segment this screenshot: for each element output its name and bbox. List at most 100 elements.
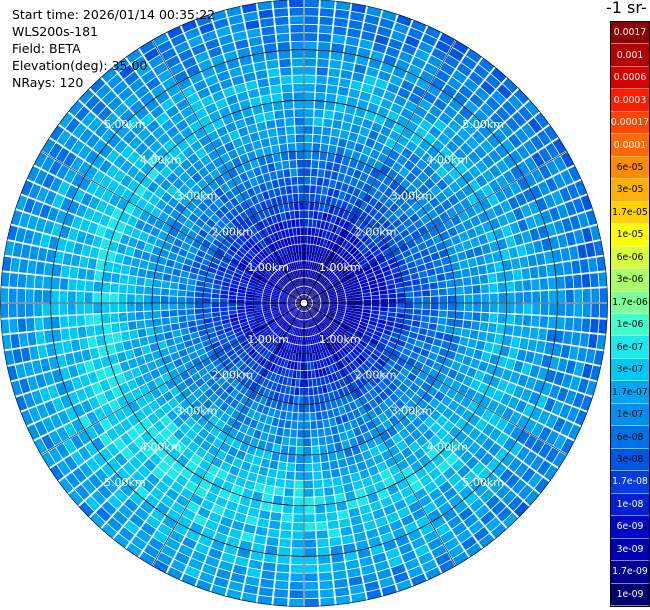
- ppi-cell: [259, 396, 268, 405]
- ppi-cell: [107, 517, 123, 532]
- ppi-cell: [333, 26, 347, 36]
- ppi-cell: [55, 210, 67, 224]
- ppi-cell: [336, 146, 345, 156]
- ppi-cell: [187, 441, 200, 453]
- ppi-cell: [96, 393, 108, 406]
- ppi-cell: [179, 171, 191, 183]
- ppi-cell: [440, 62, 455, 76]
- ppi-cell: [267, 244, 275, 253]
- ppi-cell: [290, 308, 298, 314]
- ppi-cell: [197, 506, 211, 519]
- ppi-cell: [203, 303, 211, 308]
- ppi-cell: [456, 63, 472, 77]
- ppi-cell: [277, 282, 284, 288]
- ppi-cell: [42, 303, 51, 316]
- ppi-cell: [447, 310, 456, 319]
- ppi-cell: [249, 338, 258, 346]
- ppi-cell: [148, 194, 160, 206]
- ppi-cell: [71, 376, 83, 390]
- ppi-cell: [262, 298, 270, 302]
- ppi-cell: [252, 105, 263, 115]
- ppi-cell: [383, 363, 393, 372]
- ppi-cell: [263, 290, 272, 295]
- ppi-cell: [165, 379, 176, 390]
- ppi-cell: [377, 341, 387, 349]
- ppi-cell: [312, 344, 317, 353]
- azimuth-spoke-60: [303, 150, 568, 304]
- ppi-cell: [222, 358, 232, 367]
- ppi-cell: [275, 213, 282, 223]
- ppi-cell: [238, 234, 248, 243]
- ppi-cell: [333, 244, 341, 253]
- ppi-cell: [553, 371, 565, 386]
- ppi-cell: [504, 270, 514, 282]
- ppi-cell: [214, 345, 224, 354]
- ppi-cell: [304, 438, 312, 447]
- ppi-cell: [227, 265, 236, 272]
- ppi-cell: [411, 536, 426, 550]
- ppi-cell: [85, 165, 98, 180]
- ppi-cell: [94, 123, 109, 138]
- ppi-cell: [71, 216, 83, 230]
- ppi-cell: [84, 292, 93, 303]
- ppi-cell: [94, 185, 106, 199]
- ppi-cell: [170, 316, 179, 324]
- ppi-cell: [348, 576, 363, 587]
- ppi-cell: [276, 427, 284, 436]
- ppi-cell: [139, 210, 150, 222]
- ppi-cell: [141, 345, 151, 355]
- ppi-cell: [104, 261, 114, 272]
- ppi-cell: [99, 447, 113, 462]
- ppi-cell: [522, 403, 535, 418]
- ppi-cell: [292, 370, 297, 379]
- ppi-cell: [305, 311, 309, 320]
- ppi-cell: [293, 514, 304, 523]
- ppi-cell: [466, 456, 479, 470]
- ppi-cell: [246, 290, 255, 295]
- ppi-cell: [322, 470, 332, 479]
- ppi-cell: [101, 128, 115, 143]
- ppi-cell: [276, 470, 286, 479]
- ppi-cell: [364, 204, 373, 214]
- ppi-cell: [169, 303, 178, 310]
- ppi-cell: [72, 467, 87, 483]
- ppi-cell: [19, 378, 31, 394]
- ppi-cell: [92, 358, 103, 371]
- ppi-cell: [590, 273, 599, 288]
- ppi-cell: [251, 362, 259, 371]
- ppi-cell: [392, 327, 402, 334]
- ppi-cell: [242, 272, 251, 279]
- ppi-cell: [358, 405, 367, 416]
- ppi-cell: [405, 140, 418, 153]
- ppi-cell: [219, 367, 229, 376]
- ppi-cell: [270, 224, 277, 234]
- ppi-cell: [217, 164, 228, 175]
- ppi-cell: [418, 98, 432, 112]
- ppi-cell: [191, 184, 202, 195]
- ppi-cell: [316, 286, 324, 293]
- ppi-cell: [492, 204, 504, 217]
- ppi-cell: [134, 436, 147, 450]
- ppi-cell: [244, 357, 253, 366]
- ppi-cell: [461, 536, 477, 551]
- ppi-cell: [553, 173, 566, 189]
- ppi-cell: [560, 344, 571, 359]
- ppi-cell: [400, 416, 411, 428]
- ppi-cell: [548, 303, 557, 316]
- ppi-cell: [193, 434, 205, 446]
- ppi-cell: [304, 185, 310, 193]
- ppi-cell: [372, 334, 381, 341]
- ppi-cell: [25, 303, 34, 317]
- ppi-cell: [226, 349, 236, 358]
- ppi-cell: [383, 118, 396, 130]
- ppi-cell: [333, 485, 344, 495]
- ppi-cell: [356, 180, 365, 190]
- ppi-cell: [235, 164, 246, 175]
- ppi-cell: [92, 154, 106, 169]
- ppi-cell: [307, 370, 312, 379]
- ppi-cell: [380, 294, 388, 299]
- ppi-cell: [190, 266, 200, 275]
- ppi-cell: [221, 281, 231, 287]
- ppi-cell: [506, 281, 515, 292]
- ppi-cell: [225, 122, 237, 133]
